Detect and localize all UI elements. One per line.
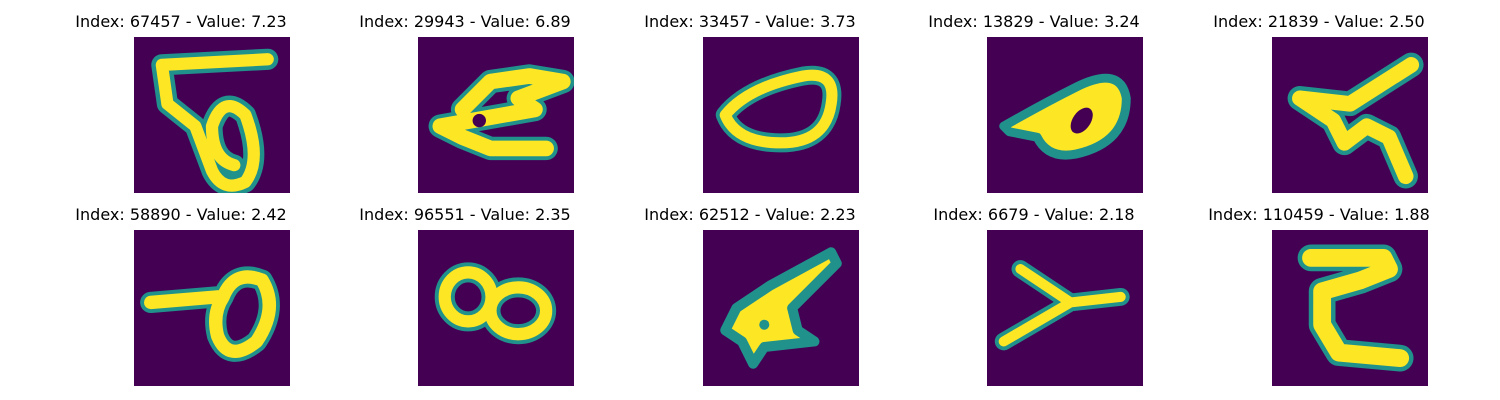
panel-title: Index: 6679 - Value: 2.18 xyxy=(933,205,1135,224)
panel-title: Index: 33457 - Value: 3.73 xyxy=(644,12,856,31)
panel-1: Index: 67457 - Value: 7.23 xyxy=(31,0,331,200)
digit-image xyxy=(418,230,574,386)
panel-8: Index: 62512 - Value: 2.23 xyxy=(600,200,900,400)
panel-4: Index: 13829 - Value: 3.24 xyxy=(884,0,1184,200)
panel-3: Index: 33457 - Value: 3.73 xyxy=(600,0,900,200)
digit-image xyxy=(134,230,290,386)
digit-image xyxy=(1272,37,1428,193)
panel-title: Index: 13829 - Value: 3.24 xyxy=(928,12,1140,31)
panel-5: Index: 21839 - Value: 2.50 xyxy=(1169,0,1469,200)
panel-title: Index: 62512 - Value: 2.23 xyxy=(644,205,856,224)
panel-title: Index: 58890 - Value: 2.42 xyxy=(75,205,287,224)
panel-title: Index: 67457 - Value: 7.23 xyxy=(75,12,287,31)
digit-image xyxy=(134,37,290,193)
panel-2: Index: 29943 - Value: 6.89 xyxy=(315,0,615,200)
panel-10: Index: 110459 - Value: 1.88 xyxy=(1169,200,1469,400)
digit-image xyxy=(1272,230,1428,386)
digit-image xyxy=(987,230,1143,386)
digit-image xyxy=(418,37,574,193)
panel-6: Index: 58890 - Value: 2.42 xyxy=(31,200,331,400)
panel-title: Index: 96551 - Value: 2.35 xyxy=(359,205,571,224)
digit-image xyxy=(703,37,859,193)
digit-image xyxy=(703,230,859,386)
panel-9: Index: 6679 - Value: 2.18 xyxy=(884,200,1184,400)
digit-image xyxy=(987,37,1143,193)
panel-title: Index: 29943 - Value: 6.89 xyxy=(359,12,571,31)
panel-title: Index: 21839 - Value: 2.50 xyxy=(1213,12,1425,31)
panel-7: Index: 96551 - Value: 2.35 xyxy=(315,200,615,400)
panel-title: Index: 110459 - Value: 1.88 xyxy=(1208,205,1430,224)
